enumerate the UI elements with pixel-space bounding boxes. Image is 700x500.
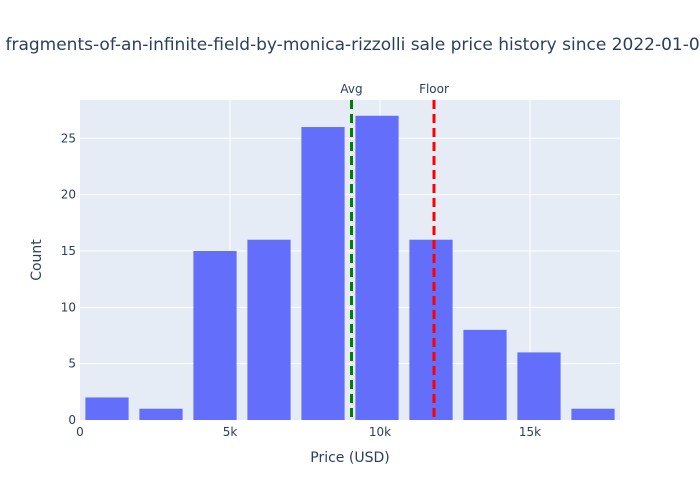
x-tick-label: 10k [369, 425, 391, 439]
y-tick-label: 5 [68, 357, 76, 371]
histogram-bar [517, 352, 561, 420]
histogram-bar [85, 397, 129, 420]
y-axis-title: Count [29, 239, 45, 281]
histogram-bar [139, 408, 183, 420]
y-axis-ticks: 0 5 10 15 20 25 [61, 131, 76, 427]
y-tick-label: 25 [61, 131, 76, 145]
histogram-bar [301, 127, 345, 421]
x-tick-label: 15k [519, 425, 541, 439]
histogram-bar [193, 250, 237, 420]
x-tick-label: 0 [76, 425, 84, 439]
histogram-bar [571, 408, 615, 420]
bars [85, 115, 615, 421]
x-axis-title: Price (USD) [310, 450, 389, 466]
y-tick-label: 0 [68, 413, 76, 427]
chart-title: fragments-of-an-infinite-field-by-monica… [5, 35, 700, 55]
histogram-bar [355, 115, 399, 420]
x-tick-label: 5k [223, 425, 238, 439]
reference-label-floor: Floor [419, 82, 449, 96]
reference-lines: Avg Floor [340, 82, 449, 420]
y-tick-label: 20 [61, 188, 76, 202]
x-axis-ticks: 0 5k 10k 15k [76, 425, 541, 439]
histogram-bar [463, 329, 507, 420]
histogram-bar [247, 239, 291, 420]
y-tick-label: 15 [61, 244, 76, 258]
reference-label-avg: Avg [340, 82, 362, 96]
histogram-bar [409, 239, 453, 420]
y-tick-label: 10 [61, 300, 76, 314]
